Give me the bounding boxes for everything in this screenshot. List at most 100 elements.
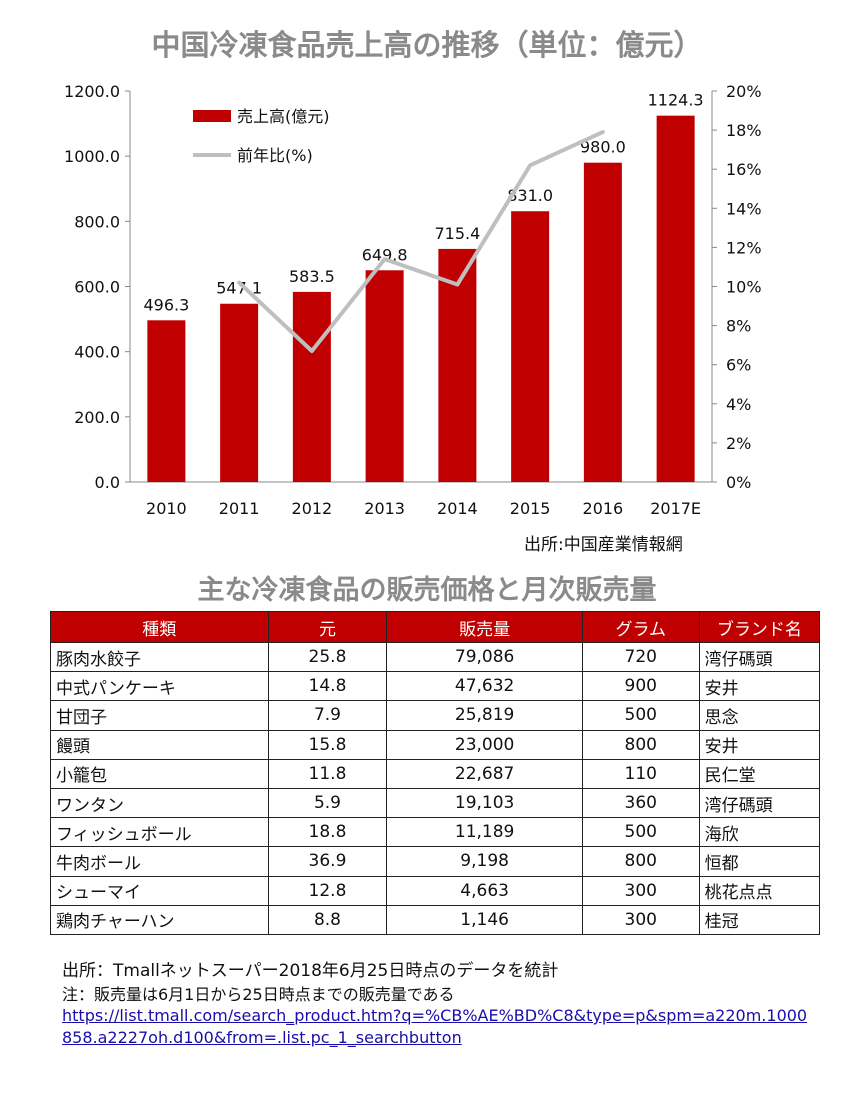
bar-value-label: 831.0	[507, 186, 553, 205]
y-right-tick-label: 4%	[726, 395, 751, 414]
y-left-tick-label: 600.0	[74, 278, 120, 297]
y-right-tick-label: 2%	[726, 434, 751, 453]
legend-label-line: 前年比(%)	[237, 146, 313, 165]
y-right-tick-label: 6%	[726, 356, 751, 375]
cell-type: ワンタン	[50, 787, 269, 819]
chart-title: 中国冷凍食品売上高の推移（単位：億元）	[151, 28, 703, 62]
x-tick-label: 2014	[437, 499, 478, 518]
table-row: 中式パンケーキ 14.8 47,632 900 安井	[50, 671, 821, 702]
cell-type: 饅頭	[50, 729, 269, 760]
bar-value-label: 1124.3	[648, 91, 704, 110]
chart: 0.0 200.0 400.0 600.0 800.0 1000.0 1200.0 0% 2% 4…	[64, 82, 762, 518]
cell-price: 14.8	[267, 671, 388, 702]
cell-price: 5.9	[267, 787, 388, 819]
bar	[147, 320, 186, 482]
cell-brand: 桃花点点	[698, 875, 821, 906]
cell-type: 中式パンケーキ	[50, 671, 269, 702]
cell-gram: 900	[581, 671, 700, 702]
table-row: 甘団子 7.9 25,819 500 思念	[50, 700, 821, 731]
table-row: 豚肉水餃子 25.8 79,086 720 湾仔碼頭	[50, 641, 821, 673]
x-tick-label: 2013	[364, 499, 405, 518]
cell-gram: 300	[581, 875, 700, 906]
y-left-tick-label: 0.0	[95, 473, 120, 492]
cell-sales: 47,632	[386, 671, 583, 702]
cell-type: フィッシュボール	[50, 817, 269, 848]
x-tick-label: 2017E	[650, 499, 701, 518]
cell-price: 25.8	[267, 641, 388, 673]
bar	[511, 211, 550, 483]
cell-brand: 海欣	[698, 817, 821, 848]
table-row: フィッシュボール 18.8 11,189 500 海欣	[50, 817, 821, 848]
chart-source: 出所:中国産業情報網	[524, 535, 683, 555]
cell-sales: 9,198	[386, 846, 583, 877]
table-row: 饅頭 15.8 23,000 800 安井	[50, 729, 821, 760]
cell-price: 8.8	[267, 904, 388, 935]
cell-brand: 恒都	[698, 846, 821, 877]
y-left-tick-label: 1200.0	[64, 82, 120, 101]
cell-gram: 300	[581, 904, 700, 935]
cell-type: 鶏肉チャーハン	[50, 904, 269, 935]
source-link[interactable]: https://list.tmall.com/search_product.ht…	[62, 1006, 808, 1047]
y-right-tick-label: 18%	[726, 121, 762, 140]
cell-brand: 思念	[698, 700, 821, 731]
cell-brand: 湾仔碼頭	[698, 787, 821, 819]
cell-type: 小籠包	[50, 758, 269, 789]
y-left-tick-label: 200.0	[74, 408, 120, 427]
cell-gram: 500	[581, 700, 700, 731]
table-row: シューマイ 12.8 4,663 300 桃花点点	[50, 875, 821, 906]
cell-price: 15.8	[267, 729, 388, 760]
cell-gram: 110	[581, 758, 700, 789]
y-right-tick-label: 20%	[726, 82, 762, 101]
bar-value-label: 649.8	[362, 245, 408, 264]
cell-price: 18.8	[267, 817, 388, 848]
bar-value-label: 583.5	[289, 267, 335, 286]
yoy-line	[237, 130, 605, 354]
cell-sales: 1,146	[386, 904, 583, 935]
header-type: 種類	[50, 611, 269, 643]
y-right-tick-label: 10%	[726, 278, 762, 297]
table-row: 鶏肉チャーハン 8.8 1,146 300 桂冠	[50, 904, 821, 935]
bar	[220, 303, 259, 482]
x-tick-label: 2012	[292, 499, 333, 518]
cell-sales: 79,086	[386, 641, 583, 673]
cell-type: シューマイ	[50, 875, 269, 906]
cell-price: 7.9	[267, 700, 388, 731]
x-tick-label: 2011	[219, 499, 260, 518]
x-tick-label: 2016	[583, 499, 624, 518]
cell-gram: 360	[581, 787, 700, 819]
legend-swatch-bar	[193, 110, 231, 122]
bar	[365, 270, 404, 482]
cell-gram: 500	[581, 817, 700, 848]
bar	[292, 291, 331, 482]
cell-brand: 湾仔碼頭	[698, 641, 821, 673]
cell-sales: 22,687	[386, 758, 583, 789]
cell-sales: 11,189	[386, 817, 583, 848]
header-price: 元	[267, 611, 388, 643]
cell-sales: 19,103	[386, 787, 583, 819]
y-right-tick-label: 0%	[726, 473, 751, 492]
y-left-tick-label: 1000.0	[64, 147, 120, 166]
table-row: 小籠包 11.8 22,687 110 民仁堂	[50, 758, 821, 789]
header-brand: ブランド名	[698, 611, 821, 643]
cell-sales: 25,819	[386, 700, 583, 731]
cell-price: 12.8	[267, 875, 388, 906]
cell-brand: 桂冠	[698, 904, 821, 935]
cell-brand: 民仁堂	[698, 758, 821, 789]
x-tick-label: 2015	[510, 499, 551, 518]
y-right-tick-label: 14%	[726, 199, 762, 218]
table-note: 注：販売量は6月1日から25日時点までの販売量である	[62, 985, 455, 1004]
y-right-tick-label: 12%	[726, 238, 762, 257]
y-right-tick-label: 16%	[726, 160, 762, 179]
cell-price: 11.8	[267, 758, 388, 789]
header-gram: グラム	[581, 611, 700, 643]
bar	[656, 115, 695, 482]
y-left-tick-label: 400.0	[74, 343, 120, 362]
table-source: 出所：Tmallネットスーパー2018年6月25日時点のデータを統計	[62, 961, 559, 981]
cell-gram: 720	[581, 641, 700, 673]
cell-price: 36.9	[267, 846, 388, 877]
cell-brand: 安井	[698, 671, 821, 702]
cell-type: 甘団子	[50, 700, 269, 731]
legend-label-bar: 売上高(億元)	[237, 107, 330, 126]
cell-type: 豚肉水餃子	[50, 641, 269, 673]
cell-sales: 23,000	[386, 729, 583, 760]
